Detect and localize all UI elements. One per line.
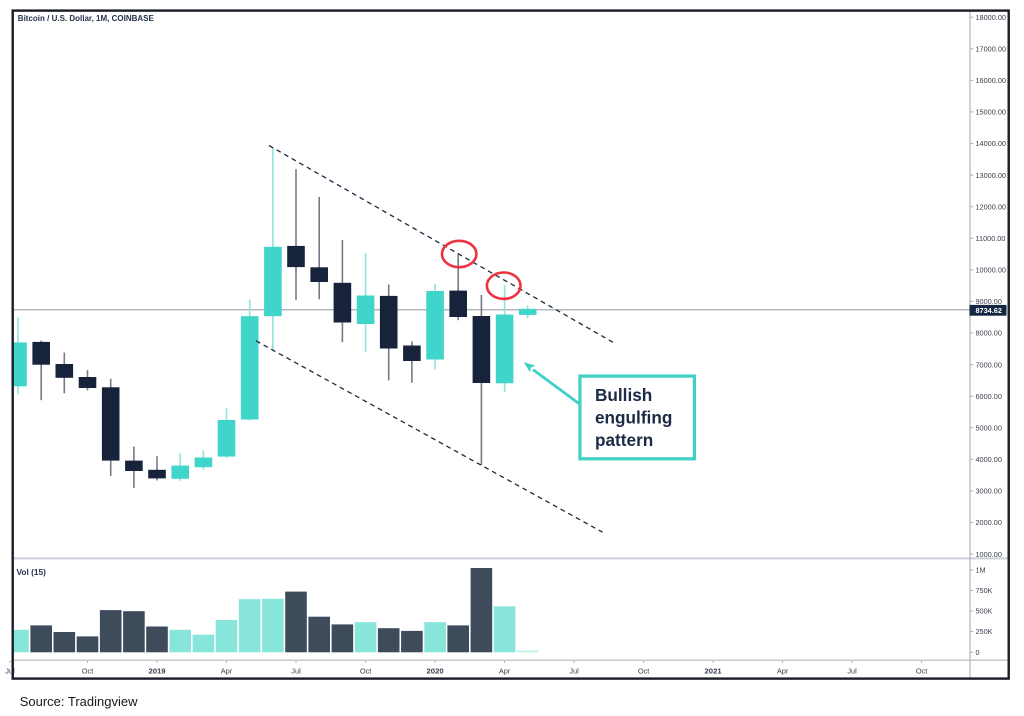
svg-text:2020: 2020	[427, 666, 444, 675]
svg-text:2019: 2019	[148, 666, 165, 675]
svg-text:0: 0	[976, 648, 980, 657]
svg-text:Source: Tradingview: Source: Tradingview	[20, 694, 138, 709]
svg-text:4000.00: 4000.00	[976, 455, 1002, 464]
svg-text:750K: 750K	[976, 586, 993, 595]
svg-text:15000.00: 15000.00	[976, 108, 1006, 117]
svg-text:13000.00: 13000.00	[976, 171, 1006, 180]
svg-text:engulfing: engulfing	[595, 408, 672, 428]
svg-text:Jul: Jul	[291, 666, 301, 675]
svg-text:Oct: Oct	[916, 666, 928, 675]
svg-text:10000.00: 10000.00	[976, 266, 1006, 275]
svg-text:2021: 2021	[705, 666, 723, 675]
svg-text:5000.00: 5000.00	[976, 423, 1002, 432]
svg-text:9000.00: 9000.00	[976, 297, 1002, 306]
svg-text:Apr: Apr	[221, 666, 233, 675]
svg-text:16000.00: 16000.00	[976, 76, 1006, 85]
svg-text:8734.62: 8734.62	[976, 306, 1002, 315]
svg-text:Apr: Apr	[499, 666, 511, 675]
svg-text:pattern: pattern	[595, 430, 653, 450]
svg-text:17000.00: 17000.00	[976, 45, 1006, 54]
svg-text:11000.00: 11000.00	[976, 234, 1006, 243]
svg-text:14000.00: 14000.00	[976, 139, 1006, 148]
svg-text:6000.00: 6000.00	[976, 392, 1002, 401]
svg-text:Jul: Jul	[569, 666, 579, 675]
svg-text:8000.00: 8000.00	[976, 329, 1002, 338]
svg-text:Bullish: Bullish	[595, 385, 652, 405]
svg-text:Oct: Oct	[360, 666, 372, 675]
svg-text:3000.00: 3000.00	[976, 487, 1002, 496]
svg-text:Jul: Jul	[5, 666, 15, 675]
svg-text:1M: 1M	[976, 566, 986, 575]
svg-text:Oct: Oct	[638, 666, 650, 675]
svg-text:7000.00: 7000.00	[976, 360, 1002, 369]
svg-text:1000.00: 1000.00	[976, 550, 1002, 559]
svg-text:500K: 500K	[976, 607, 993, 616]
svg-text:250K: 250K	[976, 627, 993, 636]
svg-text:18000.00: 18000.00	[976, 13, 1006, 22]
svg-text:Apr: Apr	[777, 666, 789, 675]
svg-text:Jul: Jul	[847, 666, 857, 675]
svg-text:Oct: Oct	[82, 666, 94, 675]
svg-text:2000.00: 2000.00	[976, 518, 1002, 527]
svg-text:12000.00: 12000.00	[976, 202, 1006, 211]
svg-text:Bitcoin / U.S. Dollar, 1M, COI: Bitcoin / U.S. Dollar, 1M, COINBASE	[18, 14, 155, 23]
svg-text:Vol (15): Vol (15)	[17, 567, 47, 577]
